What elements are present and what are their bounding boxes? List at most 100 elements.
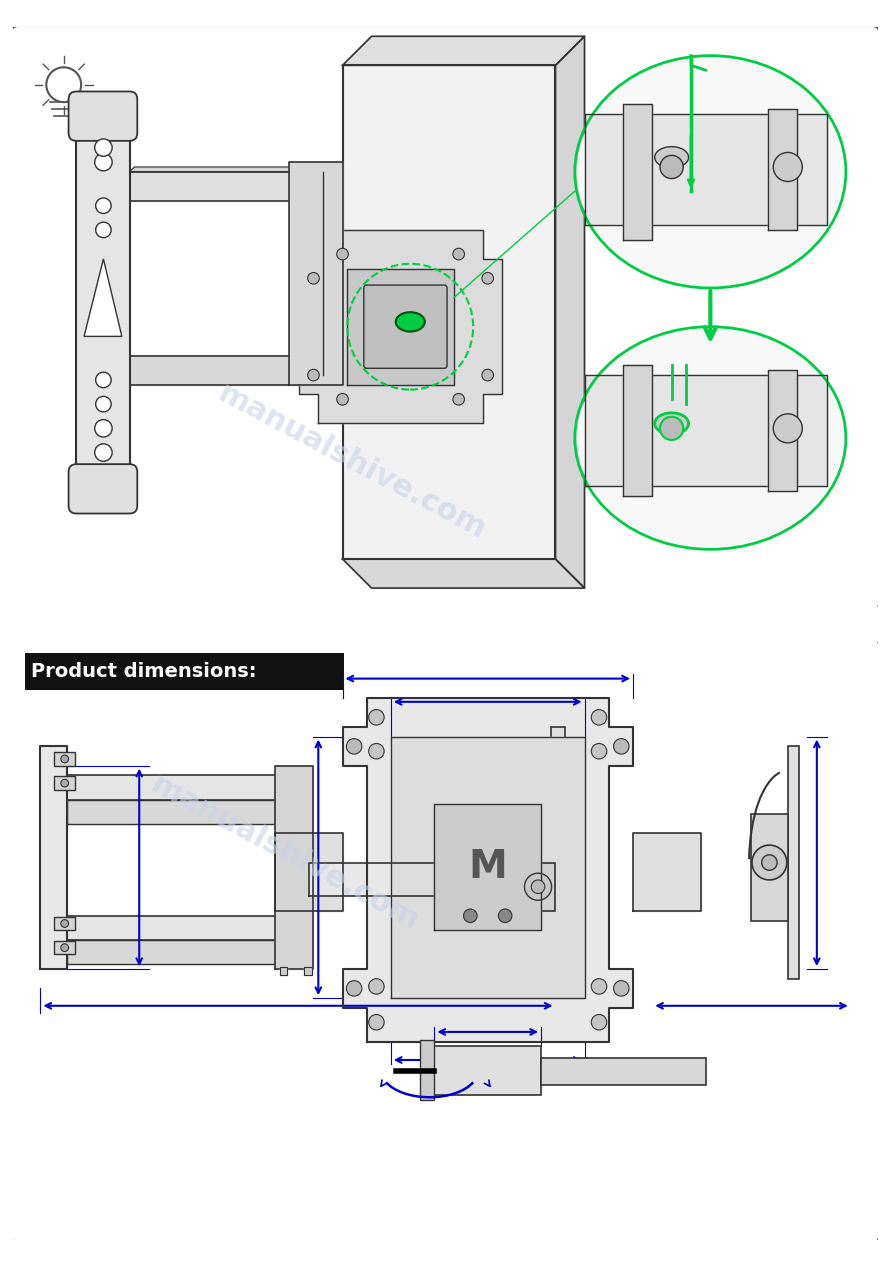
- Circle shape: [95, 443, 113, 461]
- FancyBboxPatch shape: [363, 285, 447, 369]
- Bar: [522, 863, 555, 911]
- Text: manualshive.com: manualshive.com: [146, 769, 423, 936]
- Circle shape: [613, 739, 629, 754]
- Circle shape: [95, 419, 113, 437]
- Polygon shape: [555, 37, 585, 589]
- Circle shape: [61, 779, 69, 787]
- FancyBboxPatch shape: [69, 91, 138, 141]
- Bar: [25, 653, 345, 690]
- Circle shape: [61, 919, 69, 927]
- Circle shape: [369, 979, 384, 994]
- FancyBboxPatch shape: [11, 25, 880, 610]
- Bar: [435, 1047, 541, 1095]
- Circle shape: [591, 979, 606, 994]
- Circle shape: [498, 909, 512, 922]
- Bar: [788, 746, 799, 979]
- Circle shape: [524, 873, 552, 901]
- Bar: [54, 941, 75, 955]
- Circle shape: [96, 397, 111, 412]
- Polygon shape: [76, 133, 129, 472]
- Circle shape: [96, 373, 111, 388]
- Polygon shape: [304, 967, 312, 975]
- Polygon shape: [289, 162, 343, 385]
- Polygon shape: [343, 698, 633, 1042]
- Polygon shape: [585, 114, 827, 225]
- Polygon shape: [623, 365, 652, 496]
- Ellipse shape: [655, 147, 689, 168]
- Bar: [541, 1058, 705, 1085]
- Circle shape: [453, 394, 464, 405]
- Circle shape: [591, 744, 606, 759]
- Circle shape: [369, 1014, 384, 1031]
- Circle shape: [369, 744, 384, 759]
- Circle shape: [531, 880, 545, 893]
- Polygon shape: [129, 172, 323, 201]
- Polygon shape: [347, 269, 454, 385]
- Circle shape: [61, 943, 69, 951]
- Circle shape: [773, 414, 802, 443]
- Polygon shape: [129, 167, 328, 172]
- FancyBboxPatch shape: [11, 639, 880, 1243]
- Bar: [54, 753, 75, 765]
- Bar: [420, 1039, 435, 1100]
- Circle shape: [591, 1014, 606, 1031]
- Circle shape: [463, 909, 477, 922]
- Polygon shape: [343, 66, 555, 560]
- Polygon shape: [84, 259, 121, 336]
- Circle shape: [96, 222, 111, 237]
- Polygon shape: [299, 230, 502, 423]
- Polygon shape: [67, 916, 289, 940]
- Ellipse shape: [396, 312, 425, 331]
- Polygon shape: [585, 375, 827, 486]
- Polygon shape: [769, 370, 797, 491]
- Polygon shape: [343, 37, 585, 66]
- Circle shape: [752, 845, 787, 880]
- Circle shape: [482, 369, 494, 381]
- Text: manualshive.com: manualshive.com: [213, 379, 491, 546]
- Polygon shape: [129, 356, 323, 385]
- Circle shape: [308, 273, 320, 284]
- Polygon shape: [391, 736, 585, 998]
- Polygon shape: [343, 560, 585, 589]
- Circle shape: [346, 980, 362, 997]
- Polygon shape: [275, 834, 343, 911]
- Circle shape: [346, 739, 362, 754]
- Polygon shape: [40, 746, 67, 969]
- Text: M: M: [468, 849, 507, 887]
- Circle shape: [482, 273, 494, 284]
- Polygon shape: [435, 805, 541, 931]
- Polygon shape: [623, 104, 652, 240]
- Text: Product dimensions:: Product dimensions:: [31, 662, 256, 681]
- Polygon shape: [67, 799, 289, 823]
- Bar: [54, 777, 75, 789]
- Bar: [54, 917, 75, 931]
- FancyBboxPatch shape: [69, 464, 138, 514]
- Circle shape: [660, 417, 683, 440]
- Bar: [551, 727, 565, 989]
- Circle shape: [61, 755, 69, 763]
- Polygon shape: [67, 775, 289, 799]
- Circle shape: [337, 249, 348, 260]
- Ellipse shape: [655, 413, 689, 434]
- Circle shape: [369, 710, 384, 725]
- Polygon shape: [67, 940, 289, 964]
- Circle shape: [591, 710, 606, 725]
- Circle shape: [308, 369, 320, 381]
- Polygon shape: [769, 109, 797, 230]
- Circle shape: [453, 249, 464, 260]
- Circle shape: [96, 198, 111, 213]
- Polygon shape: [275, 765, 313, 969]
- Ellipse shape: [577, 328, 844, 547]
- Circle shape: [95, 153, 113, 171]
- Circle shape: [660, 155, 683, 178]
- Bar: [751, 815, 788, 921]
- Circle shape: [337, 394, 348, 405]
- Polygon shape: [633, 834, 701, 911]
- Ellipse shape: [577, 58, 844, 285]
- Circle shape: [762, 855, 777, 870]
- Circle shape: [613, 980, 629, 997]
- Polygon shape: [309, 863, 531, 897]
- Circle shape: [773, 153, 802, 182]
- Polygon shape: [280, 967, 288, 975]
- Circle shape: [95, 139, 113, 157]
